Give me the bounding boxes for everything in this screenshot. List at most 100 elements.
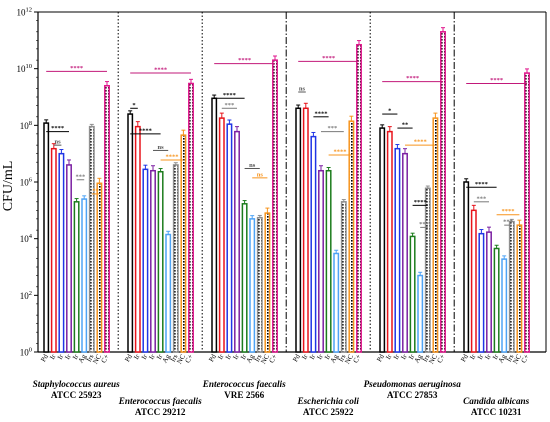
significance-label: **: [92, 187, 99, 194]
category-label: Ag: [161, 353, 172, 365]
bar: [386, 130, 393, 353]
bar: [302, 107, 309, 353]
category-label: Ir: [468, 352, 478, 361]
category-label: NC: [259, 353, 271, 366]
significance-label: ***: [328, 125, 338, 132]
bar: [348, 120, 355, 353]
significance-label: ****: [490, 77, 503, 84]
organism-name: Enterococcus faecalis: [202, 379, 286, 389]
category-label: Pd: [207, 353, 218, 364]
bar: [295, 107, 302, 353]
organism-name: Staphylococcus aureus: [33, 379, 120, 389]
bar: [188, 82, 194, 353]
y-tick-label: 106: [20, 177, 33, 188]
organism-strain: ATCC 27853: [387, 390, 438, 400]
category-label: Ir: [483, 352, 493, 361]
category-label: C+: [435, 353, 446, 365]
bar: [142, 168, 149, 353]
bar: [402, 152, 408, 353]
bar: [478, 232, 485, 353]
significance-label: *: [132, 102, 135, 109]
bar: [524, 72, 530, 353]
bar: [379, 127, 386, 353]
significance-label: ****: [414, 139, 427, 146]
category-label: Ag: [245, 353, 256, 365]
organism-name: Enterococcus faecalis: [118, 396, 202, 406]
bar: [333, 252, 340, 353]
y-axis-label: CFU/mL: [1, 161, 16, 212]
category-label: NC: [175, 353, 187, 366]
bar: [409, 235, 416, 353]
significance-label: ****: [414, 199, 427, 206]
category-label: Ir: [147, 352, 157, 361]
bar: [241, 203, 248, 353]
bar: [81, 198, 88, 353]
category-label: Irs: [253, 353, 264, 364]
significance-label: ***: [76, 173, 86, 180]
significance-label: ****: [154, 67, 167, 74]
y-tick-label: 1010: [17, 63, 33, 74]
bar: [218, 117, 225, 353]
bar: [66, 164, 72, 353]
bar: [50, 147, 57, 353]
significance-label: ****: [322, 55, 335, 62]
bar: [150, 169, 156, 353]
significance-label: ns: [55, 139, 62, 146]
bar: [211, 97, 218, 353]
category-label: Ir: [132, 352, 142, 361]
significance-label: ****: [51, 125, 64, 132]
bar: [256, 216, 263, 353]
category-label: Ir: [216, 352, 226, 361]
category-label: Ir: [300, 352, 310, 361]
category-label: Ir: [155, 352, 165, 361]
category-label: Ir: [392, 352, 402, 361]
significance-label: ****: [238, 57, 251, 64]
bar: [432, 117, 439, 353]
bar: [325, 169, 332, 353]
bar: [310, 135, 317, 353]
category-label: Irs: [337, 353, 348, 364]
organism-strain: ATCC 29212: [135, 407, 186, 417]
bar: [493, 247, 500, 353]
category-label: Ir: [63, 352, 73, 361]
category-label: Ir: [56, 352, 66, 361]
bar: [104, 84, 110, 353]
significance-label: ****: [166, 153, 179, 160]
y-tick-label: 1012: [17, 7, 33, 18]
category-label: Ir: [239, 352, 249, 361]
category-label: C+: [183, 353, 194, 365]
significance-label: ***: [225, 102, 235, 109]
axis-layer: 100 102 104 106 108 1010 1012: [17, 7, 547, 358]
bar: [58, 152, 65, 353]
organism-strain: ATCC 10231: [471, 407, 522, 417]
bar: [417, 274, 424, 353]
category-label: Ir: [48, 352, 58, 361]
y-tick-label: 104: [20, 233, 33, 244]
bar: [73, 201, 80, 353]
bar: [424, 187, 431, 353]
bar: [157, 171, 164, 353]
category-label: NC: [343, 353, 355, 366]
category-label: C+: [267, 353, 278, 365]
significance-label: ***: [477, 195, 487, 202]
bar: [134, 125, 141, 353]
significance-label: ns: [249, 162, 256, 169]
bar: [234, 130, 240, 353]
bar: [96, 182, 103, 353]
bar: [508, 220, 515, 353]
bar: [340, 201, 347, 353]
bar: [356, 43, 362, 353]
category-label: Ir: [384, 352, 394, 361]
significance-label: ****: [334, 148, 347, 155]
category-label: C+: [99, 353, 110, 365]
category-label: C+: [351, 353, 362, 365]
significance-label: **: [402, 122, 409, 129]
significance-label: ****: [315, 110, 328, 117]
bar: [249, 218, 256, 353]
bar: [165, 233, 172, 353]
significance-label: ****: [70, 65, 83, 72]
significance-layer: ********ns**************ns**************…: [46, 55, 527, 228]
bar: [264, 212, 271, 353]
category-label: NC: [427, 353, 439, 366]
